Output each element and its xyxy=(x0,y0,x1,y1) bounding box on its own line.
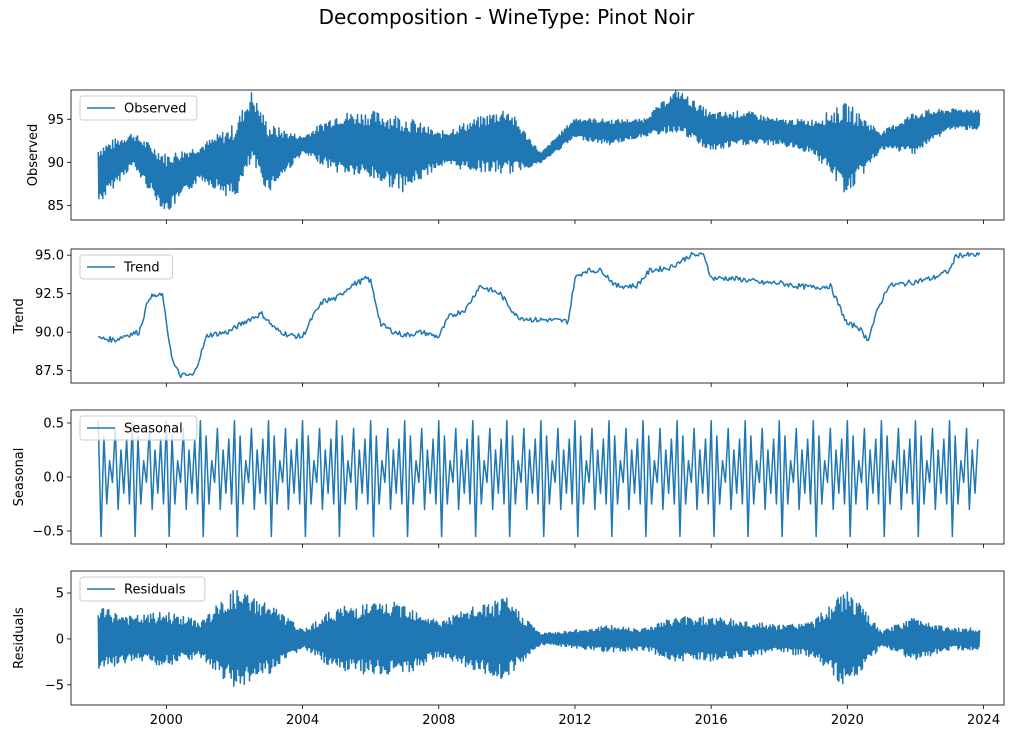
trend-ytick-label: 95.0 xyxy=(35,249,64,264)
trend-series-line xyxy=(97,251,981,379)
seasonal-series-line xyxy=(97,420,979,538)
seasonal-legend: Seasonal xyxy=(79,415,198,441)
seasonal-ytick-label: −0.5 xyxy=(32,525,64,540)
figure-title: Decomposition - WineType: Pinot Noir xyxy=(318,5,695,29)
seasonal-panel: −0.5 0.0 0.5 Seasonal Seasonal xyxy=(12,409,1005,548)
residuals-xtick-label: 2016 xyxy=(695,713,728,728)
residuals-xtick-label: 2004 xyxy=(286,713,319,728)
observed-series-line xyxy=(97,90,981,210)
observed-ytick-label: 90 xyxy=(47,156,64,171)
residuals-xtick-label: 2020 xyxy=(831,713,864,728)
observed-panel: 85 90 95 Observed Observed xyxy=(26,89,1005,224)
residuals-xtick-label: 2012 xyxy=(558,713,591,728)
residuals-ytick-label: 5 xyxy=(56,587,64,602)
trend-legend-label: Trend xyxy=(123,261,160,276)
trend-ytick-label: 90.0 xyxy=(35,326,64,341)
seasonal-ylabel: Seasonal xyxy=(12,448,27,507)
residuals-ytick-label: −5 xyxy=(45,678,64,693)
residuals-axes-frame xyxy=(70,570,1005,706)
residuals-xtick-label: 2000 xyxy=(150,713,183,728)
residuals-series-line xyxy=(97,590,981,687)
trend-legend: Trend xyxy=(79,254,173,280)
observed-ytick-label: 95 xyxy=(47,113,64,128)
seasonal-legend-label: Seasonal xyxy=(124,422,183,437)
observed-legend-label: Observed xyxy=(124,102,187,117)
residuals-ylabel: Residuals xyxy=(12,607,27,669)
residuals-ytick-label: 0 xyxy=(56,632,64,647)
observed-legend: Observed xyxy=(79,95,198,121)
observed-ylabel: Observed xyxy=(26,124,41,187)
trend-ylabel: Trend xyxy=(12,298,27,335)
seasonal-ytick-label: 0.5 xyxy=(43,416,64,431)
residuals-legend-label: Residuals xyxy=(124,583,186,598)
trend-axes-frame xyxy=(70,248,1005,384)
observed-axes-frame xyxy=(70,89,1005,221)
residuals-panel: −5 0 5 2000 2004 2008 2012 2016 2020 2024 Residual… xyxy=(12,570,1005,728)
residuals-xtick-label: 2008 xyxy=(422,713,455,728)
observed-ytick-label: 85 xyxy=(47,199,64,214)
seasonal-ytick-label: 0.0 xyxy=(43,471,64,486)
trend-ytick-label: 92.5 xyxy=(35,287,64,302)
residuals-legend: Residuals xyxy=(79,576,206,602)
residuals-xtick-label: 2024 xyxy=(967,713,1000,728)
trend-ytick-label: 87.5 xyxy=(35,364,64,379)
trend-panel: 87.5 90.0 92.5 95.0 Trend Trend xyxy=(12,248,1005,387)
